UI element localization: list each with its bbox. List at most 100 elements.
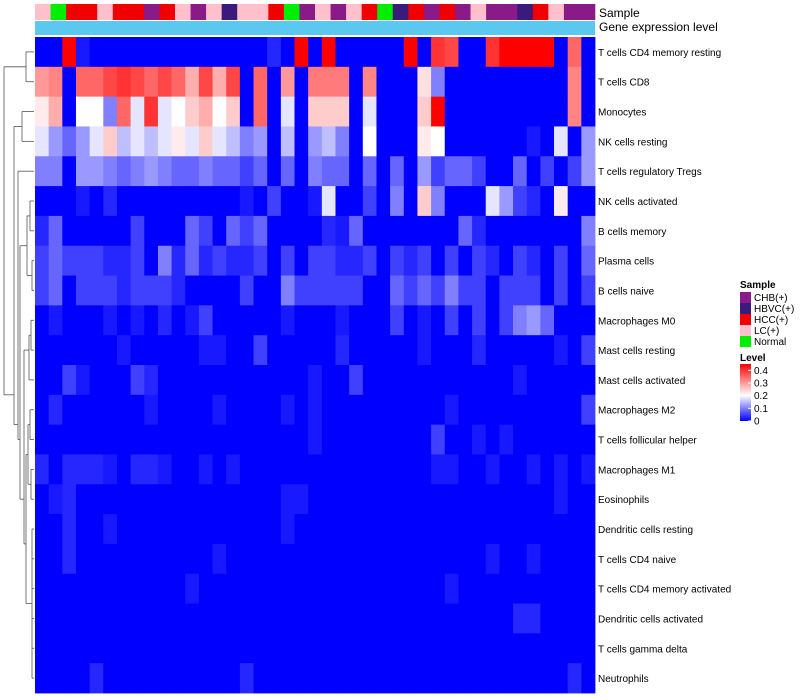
heatmap-cell <box>390 335 405 366</box>
heatmap-cell <box>444 215 459 247</box>
heatmap-cell <box>130 573 145 604</box>
heatmap-cell <box>581 156 596 187</box>
heatmap-cell <box>376 66 391 98</box>
heatmap-cell <box>444 424 459 455</box>
heatmap-cell <box>458 156 473 187</box>
row-dendrogram <box>3 51 34 679</box>
heatmap-cell <box>253 514 268 545</box>
level-tick-label: 0 <box>754 417 760 428</box>
heatmap-cell <box>48 633 63 664</box>
heatmap-cell <box>62 96 77 127</box>
heatmap-cell <box>472 365 487 396</box>
heatmap-cell <box>513 37 528 68</box>
heatmap-cell <box>567 156 582 187</box>
heatmap-cell <box>349 335 364 366</box>
row-label: Macrophages M2 <box>598 406 676 417</box>
sample-legend-swatch <box>740 292 751 303</box>
heatmap-cell <box>526 454 541 485</box>
heatmap-cell <box>444 305 459 336</box>
heatmap-cell <box>444 394 459 426</box>
heatmap-cell <box>321 186 336 217</box>
heatmap-cell <box>499 603 514 634</box>
heatmap-cell <box>253 424 268 455</box>
heatmap-cell <box>472 514 487 545</box>
heatmap-cell <box>362 633 377 664</box>
heatmap-cell <box>294 335 309 366</box>
heatmap-cell <box>526 186 541 217</box>
heatmap-cell <box>280 275 295 306</box>
heatmap-cell <box>226 573 241 604</box>
heatmap-cell <box>581 454 596 485</box>
heatmap-cell <box>567 305 582 336</box>
heatmap-cell <box>116 37 132 68</box>
heatmap-cell <box>403 394 418 426</box>
heatmap-cell <box>89 215 104 247</box>
heatmap-cell <box>417 215 432 247</box>
heatmap-cell <box>567 245 582 276</box>
heatmap-cell <box>239 215 254 247</box>
heatmap-cell <box>513 543 528 575</box>
heatmap-cell <box>403 663 418 694</box>
sample-annotation-cell <box>159 4 176 20</box>
heatmap-cell <box>567 275 582 306</box>
heatmap-cell <box>253 37 268 68</box>
heatmap-cell <box>35 514 50 545</box>
heatmap-cell <box>89 543 104 575</box>
heatmap-cell <box>321 275 336 306</box>
heatmap-cell <box>267 573 282 604</box>
heatmap-cell <box>376 156 391 187</box>
heatmap-cell <box>308 335 323 366</box>
heatmap-cell <box>417 66 432 98</box>
heatmap-cell <box>75 365 91 396</box>
heatmap-cell <box>513 275 528 306</box>
heatmap-cell <box>103 66 118 98</box>
heatmap-cell <box>431 66 446 98</box>
heatmap-cell <box>376 603 391 634</box>
heatmap-cell <box>349 215 364 247</box>
heatmap-cell <box>526 275 541 306</box>
sample-annotation-cell <box>268 4 285 20</box>
heatmap-cell <box>239 633 254 664</box>
heatmap-cell <box>403 215 418 247</box>
heatmap-cell <box>403 275 418 306</box>
heatmap-cell <box>321 245 336 276</box>
heatmap-cell <box>294 454 309 485</box>
heatmap-cell <box>472 245 487 276</box>
heatmap-cell <box>239 573 254 604</box>
heatmap-cell <box>362 603 377 634</box>
heatmap-cell <box>390 603 405 634</box>
heatmap-cell <box>458 245 473 276</box>
heatmap-cell <box>212 603 227 634</box>
heatmap-cell <box>171 156 186 187</box>
heatmap-cell <box>226 275 241 306</box>
heatmap-cell <box>294 275 309 306</box>
heatmap-cell <box>403 603 418 634</box>
heatmap-cell <box>444 66 459 98</box>
heatmap-cell <box>335 663 350 694</box>
heatmap-cell <box>403 514 418 545</box>
heatmap-cell <box>75 156 91 187</box>
heatmap-cell <box>526 335 541 366</box>
row-label: Dendritic cells resting <box>598 525 693 536</box>
heatmap-cell <box>417 186 432 217</box>
heatmap-cell <box>513 245 528 276</box>
heatmap-cell <box>116 96 132 127</box>
heatmap-cell <box>540 573 555 604</box>
heatmap-cell <box>226 335 241 366</box>
heatmap-cell <box>458 215 473 247</box>
heatmap-cell <box>472 424 487 455</box>
heatmap-cell <box>526 365 541 396</box>
heatmap-cell <box>390 365 405 396</box>
heatmap-cell <box>157 305 172 336</box>
heatmap-cell <box>35 633 50 664</box>
heatmap-cell <box>376 275 391 306</box>
heatmap-cell <box>294 37 309 68</box>
heatmap-cell <box>89 245 104 276</box>
heatmap-cell <box>417 275 432 306</box>
heatmap-cell <box>198 454 213 485</box>
heatmap-cell <box>567 603 582 634</box>
heatmap-cell <box>499 186 514 217</box>
heatmap-cell <box>540 365 555 396</box>
heatmap-cell <box>198 514 213 545</box>
heatmap-cell <box>349 96 364 127</box>
